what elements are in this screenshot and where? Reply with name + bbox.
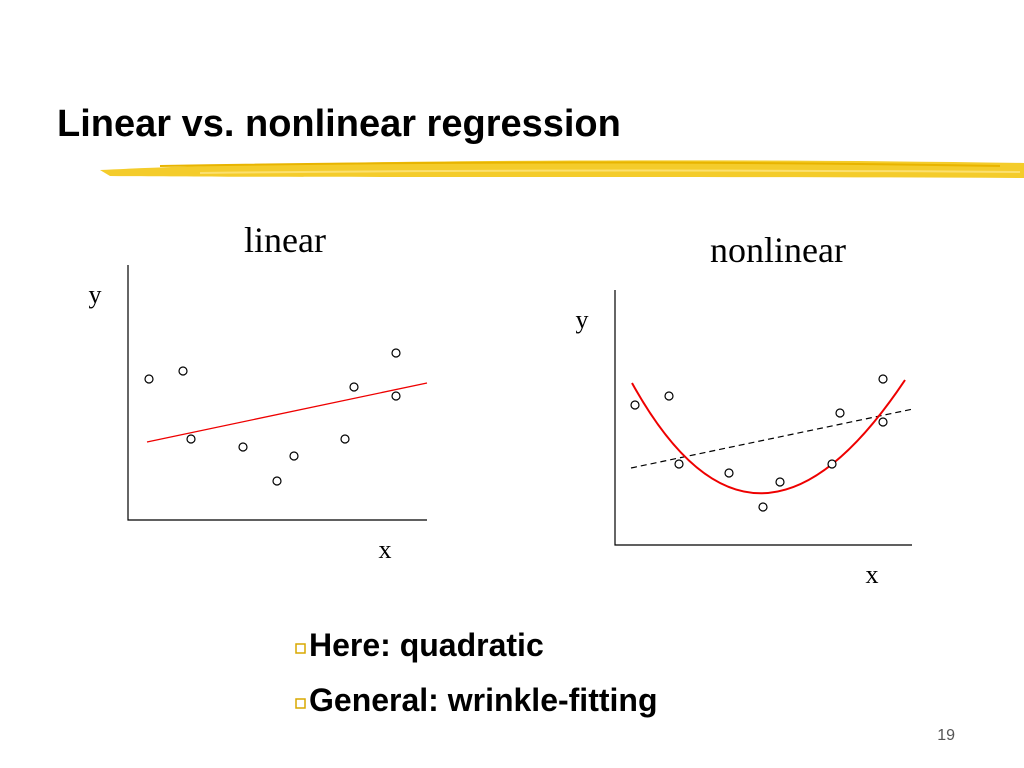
quadratic-fit: [631, 379, 906, 495]
highlight-stroke: [100, 160, 1024, 178]
fit-line: [146, 382, 428, 443]
slide-title: Linear vs. nonlinear regression: [57, 103, 621, 145]
bullet-text: Here: quadratic: [309, 627, 544, 663]
axes: [614, 290, 912, 546]
points: [630, 374, 888, 512]
points: [144, 348, 401, 486]
y-label: y: [89, 280, 102, 309]
bullet-list: Here: quadratic General: wrinkle-fitting: [295, 627, 657, 718]
x-label: x: [379, 535, 392, 564]
plot-label: linear: [244, 220, 326, 260]
page-number: 19: [937, 727, 955, 744]
y-label: y: [576, 305, 589, 334]
bullet-text: General: wrinkle-fitting: [309, 682, 657, 718]
nonlinear-plot: nonlinear y x: [576, 230, 914, 589]
plot-label: nonlinear: [710, 230, 846, 270]
bullet-icon: [295, 698, 306, 709]
linear-plot: linear y x: [89, 220, 428, 564]
linear-fit: [630, 408, 914, 469]
axes: [127, 265, 427, 521]
bullet-icon: [295, 643, 306, 654]
x-label: x: [866, 560, 879, 589]
